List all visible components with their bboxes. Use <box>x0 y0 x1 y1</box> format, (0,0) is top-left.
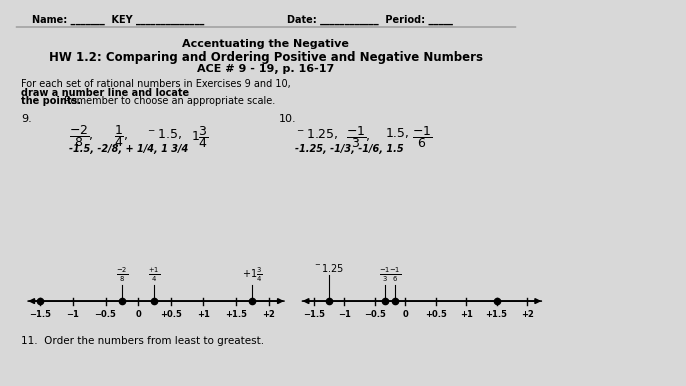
Text: +1.5: +1.5 <box>486 310 508 319</box>
Text: $\frac{+1}{4}$: $\frac{+1}{4}$ <box>148 266 161 284</box>
Text: 11.  Order the numbers from least to greatest.: 11. Order the numbers from least to grea… <box>21 336 264 346</box>
Text: Date: ____________  Period: _____: Date: ____________ Period: _____ <box>287 15 453 25</box>
Text: −1: −1 <box>338 310 351 319</box>
Text: $\frac{-2}{8}$: $\frac{-2}{8}$ <box>116 266 128 284</box>
Text: −1.5: −1.5 <box>303 310 324 319</box>
Text: -1.5, -2/8, + 1/4, 1 3/4: -1.5, -2/8, + 1/4, 1 3/4 <box>69 144 189 154</box>
Text: $\dfrac{-1}{6}$: $\dfrac{-1}{6}$ <box>412 124 432 150</box>
Text: $\frac{-1}{3}$: $\frac{-1}{3}$ <box>379 266 391 284</box>
Text: 0: 0 <box>402 310 408 319</box>
Text: 9.: 9. <box>21 114 32 124</box>
Text: 10.: 10. <box>279 114 297 124</box>
Text: −1.5: −1.5 <box>29 310 51 319</box>
Text: +1: +1 <box>197 310 210 319</box>
Text: $+1\frac{3}{4}$: $+1\frac{3}{4}$ <box>242 266 263 284</box>
Text: −1: −1 <box>67 310 80 319</box>
Text: Accentuating the Negative: Accentuating the Negative <box>182 39 349 49</box>
Text: $1\dfrac{3}{4}$: $1\dfrac{3}{4}$ <box>191 124 209 150</box>
Text: Remember to choose an appropriate scale.: Remember to choose an appropriate scale. <box>61 96 275 107</box>
Text: +0.5: +0.5 <box>425 310 447 319</box>
Text: +0.5: +0.5 <box>160 310 182 319</box>
Text: $^-1.25$: $^-1.25$ <box>314 262 344 274</box>
Text: Name: _______  KEY ______________: Name: _______ KEY ______________ <box>32 15 204 25</box>
Text: $\dfrac{-1}{3},$: $\dfrac{-1}{3},$ <box>346 124 370 150</box>
Text: $\dfrac{-2}{8},$: $\dfrac{-2}{8},$ <box>69 124 94 149</box>
Text: -1.25, -1/3, -1/6, 1.5: -1.25, -1/3, -1/6, 1.5 <box>295 144 403 154</box>
Text: 1.5,: 1.5, <box>386 127 410 140</box>
Text: +2: +2 <box>521 310 534 319</box>
Text: $\dfrac{1}{4},$: $\dfrac{1}{4},$ <box>115 124 128 149</box>
Text: −0.5: −0.5 <box>364 310 386 319</box>
Text: ACE # 9 - 19, p. 16-17: ACE # 9 - 19, p. 16-17 <box>197 64 335 74</box>
Text: +2: +2 <box>262 310 275 319</box>
Text: $^-$1.25,: $^-$1.25, <box>295 127 338 141</box>
Text: +1: +1 <box>460 310 473 319</box>
Text: +1.5: +1.5 <box>225 310 247 319</box>
Text: −0.5: −0.5 <box>95 310 117 319</box>
Text: the points.: the points. <box>21 96 81 107</box>
Text: For each set of rational numbers in Exercises 9 and 10,: For each set of rational numbers in Exer… <box>21 79 294 89</box>
Text: 0: 0 <box>135 310 141 319</box>
Text: draw a number line and locate: draw a number line and locate <box>21 88 189 98</box>
Text: $\frac{-1}{6}$: $\frac{-1}{6}$ <box>389 266 401 284</box>
Text: HW 1.2: Comparing and Ordering Positive and Negative Numbers: HW 1.2: Comparing and Ordering Positive … <box>49 51 483 64</box>
Text: $^-$1.5,: $^-$1.5, <box>146 127 182 141</box>
